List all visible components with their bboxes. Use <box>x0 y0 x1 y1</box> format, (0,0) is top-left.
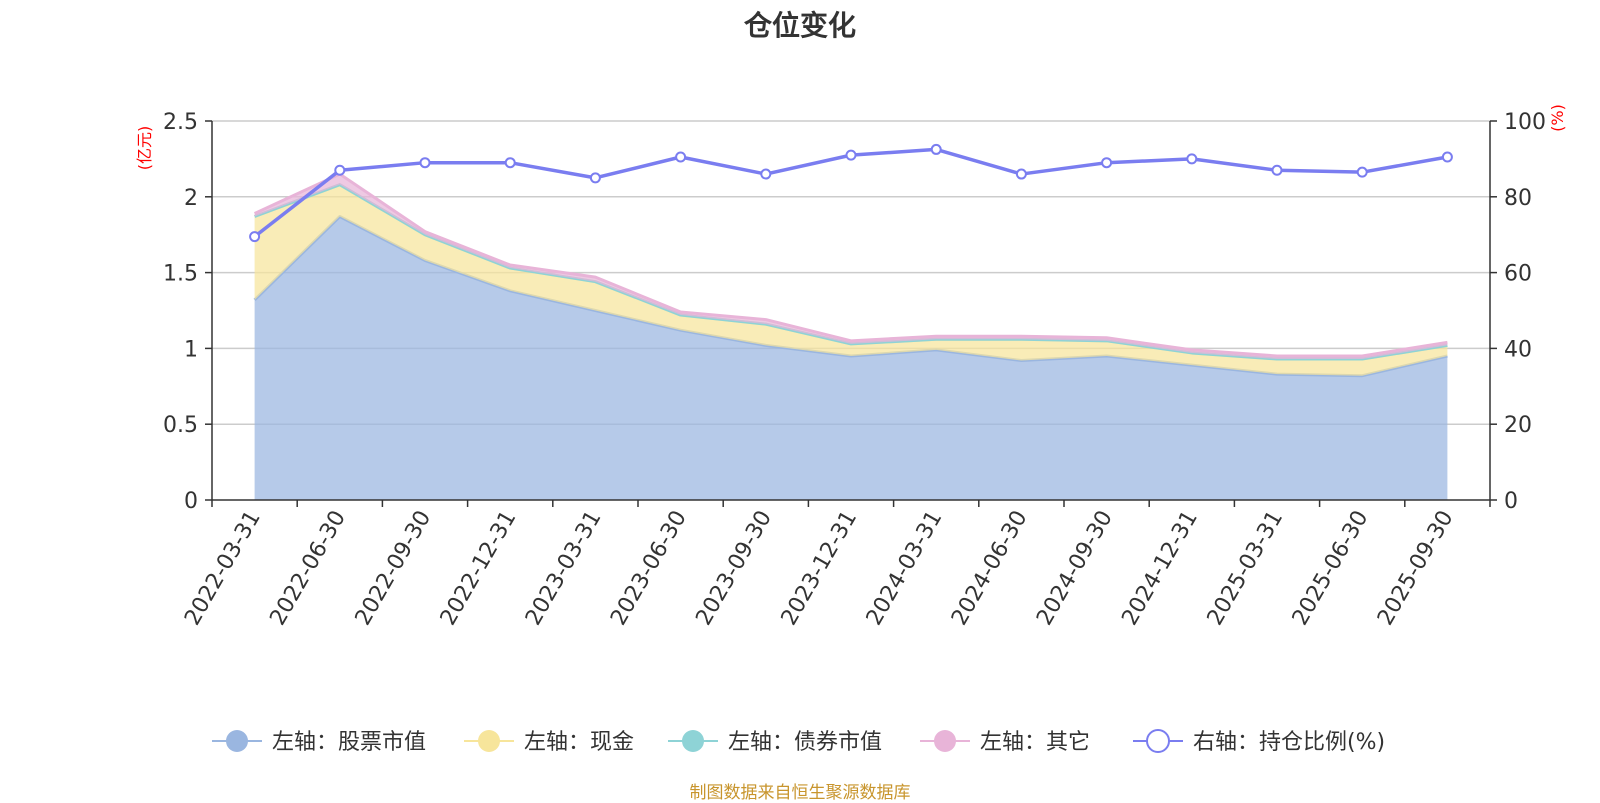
left-tick-label: 1 <box>184 337 198 362</box>
source-note: 制图数据来自恒生聚源数据库 <box>689 783 911 803</box>
right-tick-label: 40 <box>1504 337 1532 362</box>
ratio-line-path <box>253 147 1448 238</box>
ratio-point <box>1356 166 1368 178</box>
x-tick-label: 2024-09-30 <box>1032 507 1118 630</box>
right-tick-label: 20 <box>1504 413 1532 438</box>
x-tick-label: 2025-03-31 <box>1203 507 1289 630</box>
area-左轴：股票市值 <box>254 216 1448 500</box>
legend-label: 左轴：债券市值 <box>728 730 882 755</box>
left-tick-label: 2 <box>184 186 198 211</box>
legend-item[interactable]: 右轴：持仓比例(%) <box>1133 729 1385 755</box>
ratio-point <box>419 157 431 169</box>
ratio-point <box>1101 157 1113 169</box>
legend-marker <box>1146 729 1170 753</box>
ratio-point <box>1441 151 1453 163</box>
x-tick-label: 2022-06-30 <box>265 507 351 630</box>
legend-item[interactable]: 左轴：其它 <box>920 730 1090 755</box>
legend-label: 右轴：持仓比例(%) <box>1193 730 1385 755</box>
x-tick-label: 2025-06-30 <box>1288 507 1374 630</box>
legend-item[interactable]: 左轴：股票市值 <box>212 730 426 755</box>
left-axis-unit: (亿元) <box>135 126 154 171</box>
chart-title: 仓位变化 <box>743 9 856 42</box>
legend-marker <box>682 730 704 752</box>
x-tick-label: 2023-12-31 <box>777 507 863 630</box>
legend-label: 左轴：股票市值 <box>272 730 426 755</box>
x-tick-label: 2023-06-30 <box>606 507 692 630</box>
ratio-point <box>589 172 601 184</box>
right-axis-unit: (%) <box>1548 104 1567 132</box>
ratio-point <box>1186 153 1198 165</box>
x-tick-label: 2022-12-31 <box>436 507 522 630</box>
left-tick-label: 1.5 <box>163 262 198 287</box>
x-tick-label: 2024-06-30 <box>947 507 1033 630</box>
x-tick-label: 2023-03-31 <box>521 507 607 630</box>
ratio-point <box>334 164 346 176</box>
ratio-point <box>1015 168 1027 180</box>
x-tick-label: 2024-12-31 <box>1117 507 1203 630</box>
right-tick-label: 100 <box>1504 110 1546 135</box>
x-tick-label: 2022-09-30 <box>351 507 437 630</box>
legend-label: 左轴：其它 <box>980 730 1090 755</box>
ratio-point <box>930 143 942 155</box>
ratio-point <box>504 157 516 169</box>
ratio-point <box>845 149 857 161</box>
area-左轴：现金 <box>254 184 1448 376</box>
ratio-point <box>249 231 261 243</box>
legend-item[interactable]: 左轴：现金 <box>464 730 634 755</box>
ratio-point <box>1271 164 1283 176</box>
ratio-point <box>760 168 772 180</box>
x-tick-label: 2025-09-30 <box>1373 507 1459 630</box>
x-tick-label: 2022-03-31 <box>180 507 266 630</box>
x-tick-label: 2023-09-30 <box>691 507 777 630</box>
right-tick-label: 80 <box>1504 186 1532 211</box>
right-tick-label: 60 <box>1504 262 1532 287</box>
area-series <box>253 172 1448 500</box>
legend-marker <box>226 730 248 752</box>
left-tick-label: 2.5 <box>163 110 198 135</box>
legend-label: 左轴：现金 <box>524 730 634 755</box>
left-tick-label: 0 <box>184 489 198 514</box>
ratio-line <box>249 143 1453 243</box>
legend-item[interactable]: 左轴：债券市值 <box>668 730 882 755</box>
x-tick-label: 2024-03-31 <box>862 506 948 629</box>
legend-marker <box>478 730 500 752</box>
ratio-point <box>675 151 687 163</box>
legend[interactable]: 左轴：股票市值 左轴：现金 左轴：债券市值 左轴：其它 右轴：持仓比例(%) <box>212 729 1385 755</box>
legend-marker <box>934 730 956 752</box>
left-tick-label: 0.5 <box>163 413 198 438</box>
area-line-左轴：其它 <box>253 172 1448 358</box>
right-tick-label: 0 <box>1504 489 1518 514</box>
